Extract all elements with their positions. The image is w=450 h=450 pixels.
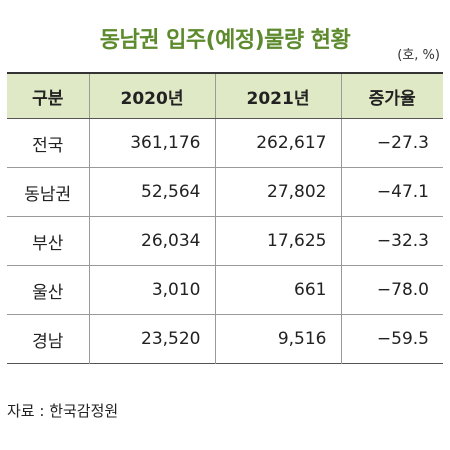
data-table: 구분 2020년 2021년 증가율 전국 361,176 262,617 −2…	[7, 72, 443, 364]
region-cell: 경남	[32, 331, 64, 352]
table-row: 부산 26,034 17,625 −32.3	[7, 216, 443, 266]
region-cell: 부산	[7, 216, 89, 266]
region-cell: 울산	[7, 265, 89, 315]
unit-label: (호, %)	[397, 48, 440, 63]
source-note: 자료 : 한국감정원	[7, 402, 119, 420]
value-2021-cell: 9,516	[214, 314, 341, 364]
header-2021: 2021년	[214, 73, 341, 119]
value-2021-cell: 27,802	[214, 167, 341, 217]
value-2021-cell: 262,617	[214, 118, 341, 168]
growth-rate-cell: −59.5	[340, 314, 443, 364]
region-cell: 전국	[7, 118, 89, 168]
value-2020-cell: 23,520	[88, 314, 215, 364]
value-2020-cell: 361,176	[88, 118, 215, 168]
value-2020-cell: 26,034	[88, 216, 215, 266]
table-row: 동남권 52,564 27,802 −47.1	[7, 167, 443, 217]
value-2021-cell: 17,625	[214, 216, 341, 266]
growth-rate-cell: −47.1	[340, 167, 443, 217]
header-2020: 2020년	[88, 73, 215, 119]
table-row: 전국 361,176 262,617 −27.3	[7, 118, 443, 168]
header-row: 구분 2020년 2021년 증가율	[7, 73, 443, 119]
growth-rate-cell: −27.3	[340, 118, 443, 168]
value-2020-cell: 52,564	[88, 167, 215, 217]
value-2021-cell: 661	[214, 265, 341, 315]
region-cell: 동남권	[7, 167, 89, 217]
table-title: 동남권 입주(예정)물량 현황	[99, 28, 351, 53]
header-growth-rate: 증가율	[340, 73, 443, 119]
table-row: 경남 23,520 9,516 −59.5	[7, 314, 443, 364]
growth-rate-cell: −78.0	[340, 265, 443, 315]
table-row: 울산 3,010 661 −78.0	[7, 265, 443, 315]
header-category: 구분	[7, 73, 89, 119]
growth-rate-cell: −32.3	[340, 216, 443, 266]
value-2020-cell: 3,010	[88, 265, 215, 315]
